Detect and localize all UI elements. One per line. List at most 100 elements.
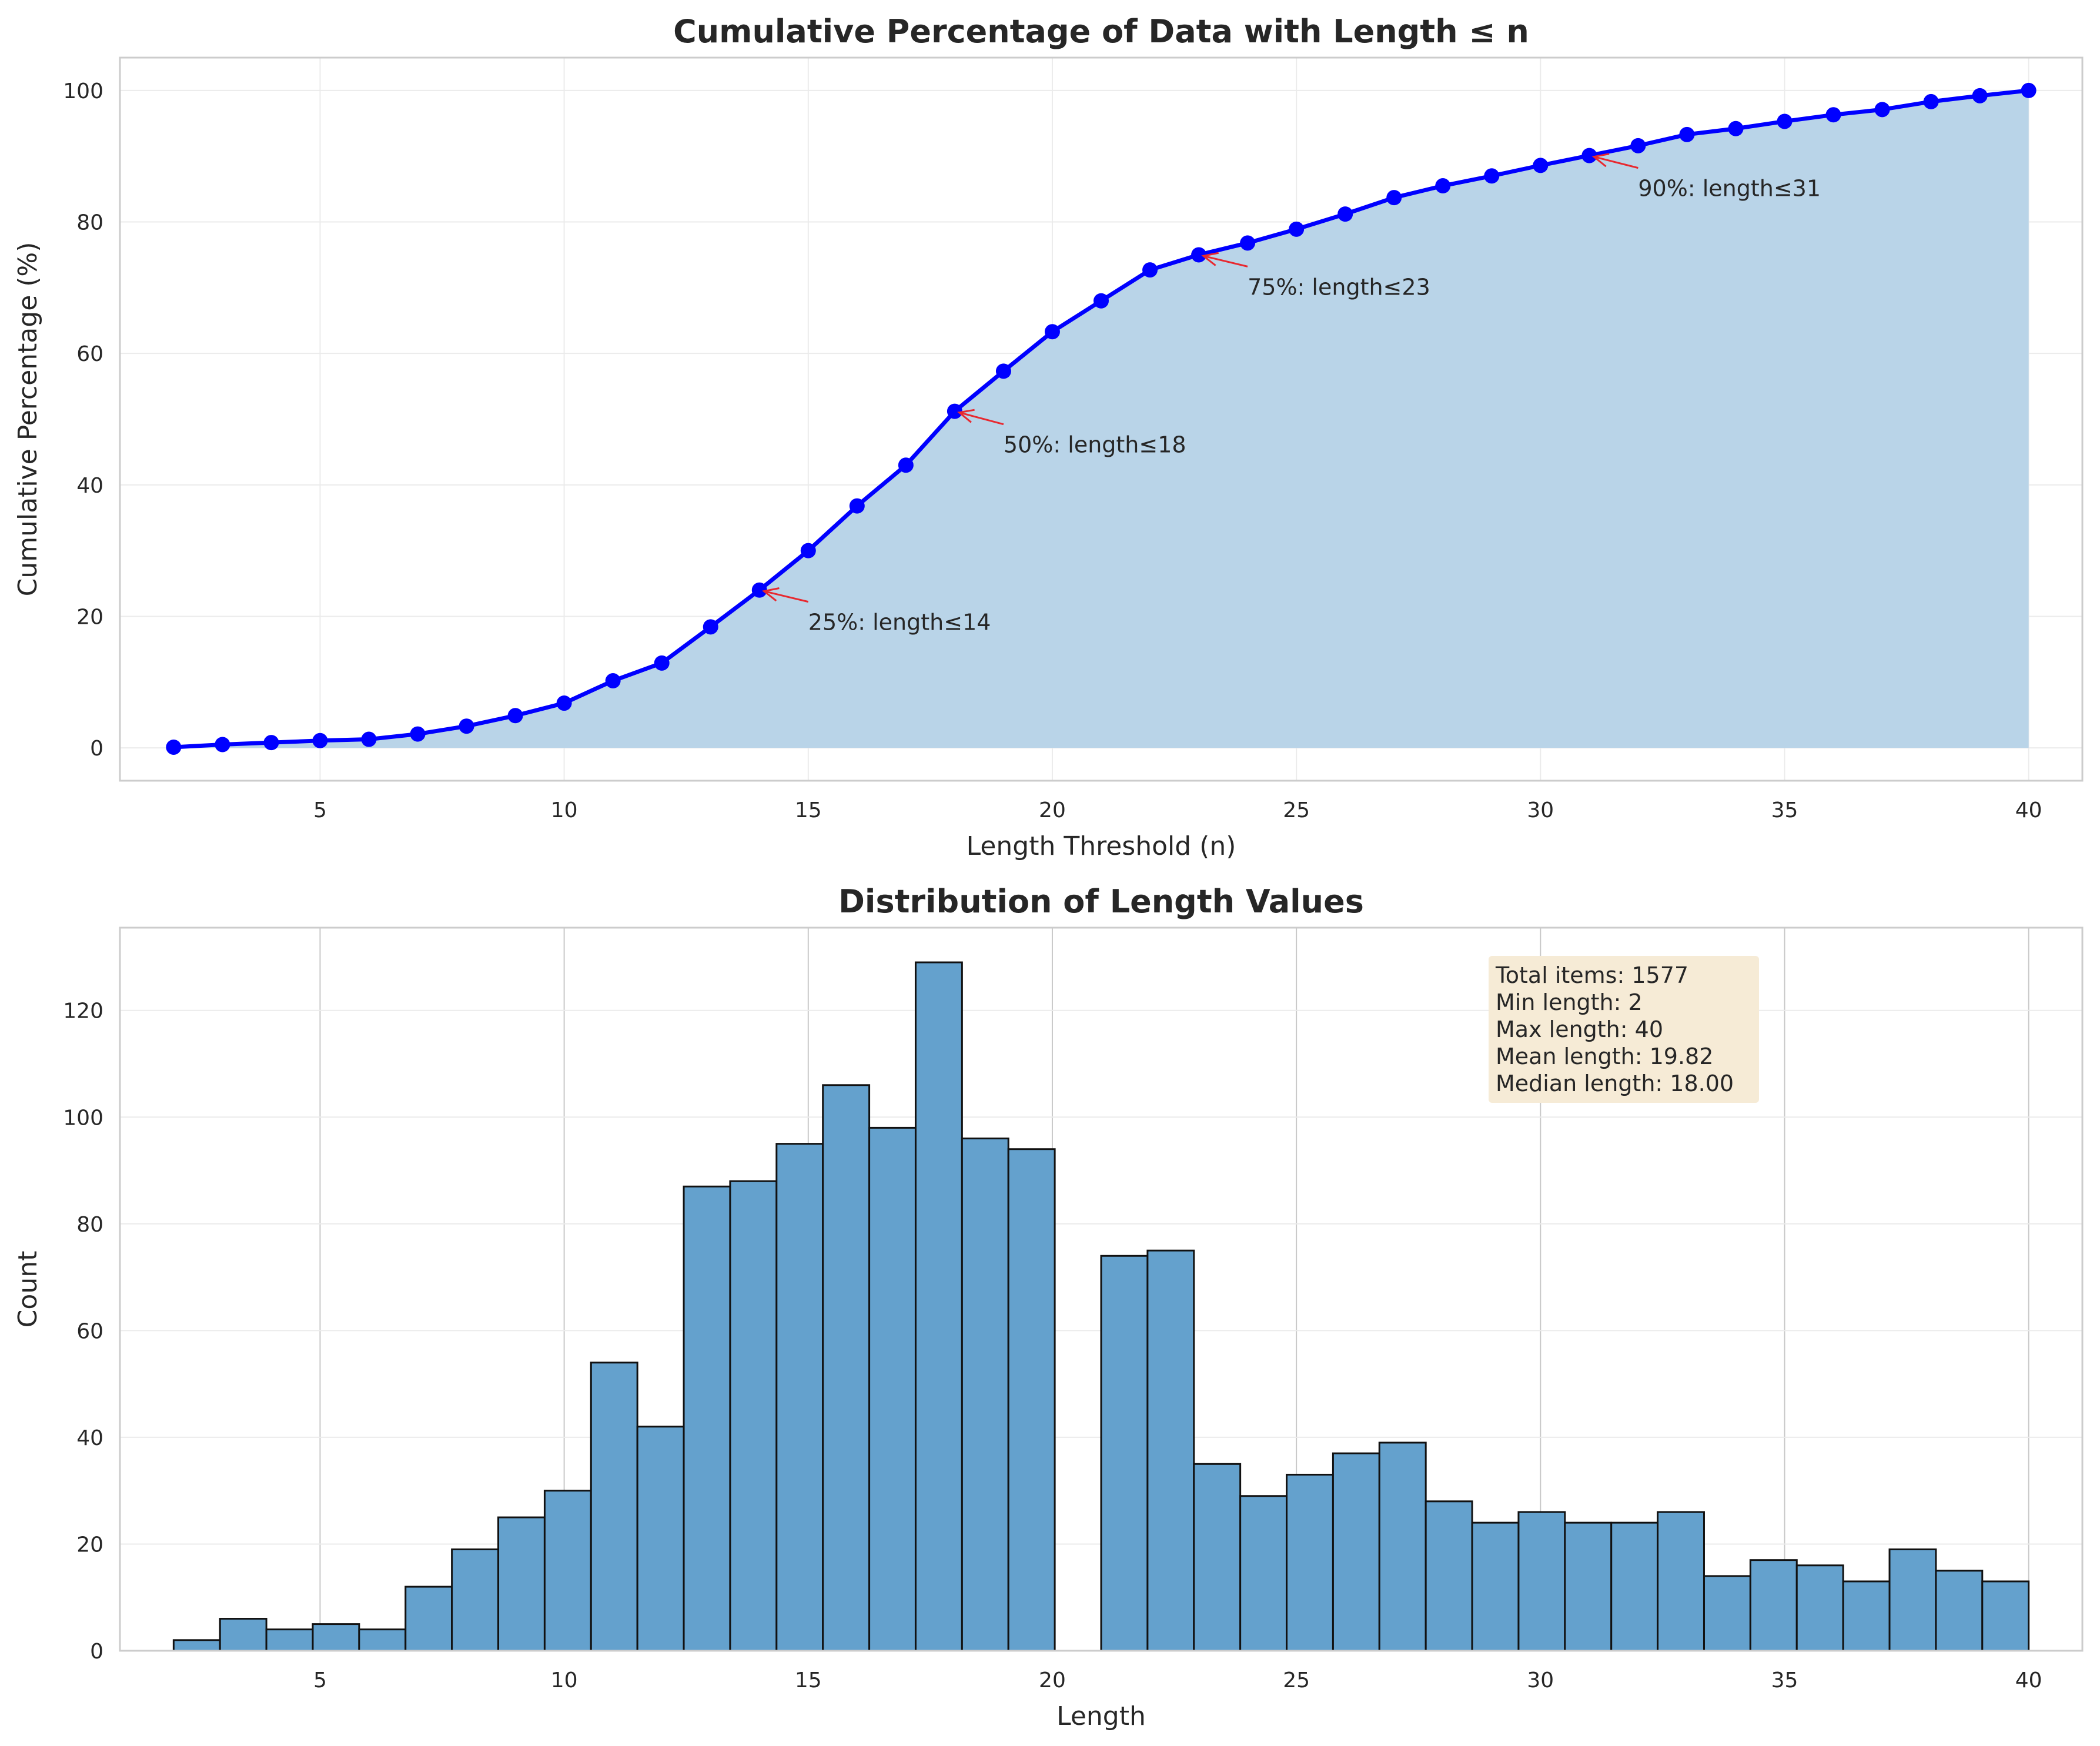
cumulative-point (1094, 293, 1109, 309)
cumulative-point (263, 735, 279, 751)
histogram-bar (1842, 1580, 1891, 1652)
histogram-bar (358, 1628, 407, 1652)
hist-y-tick-label: 120 (63, 999, 103, 1023)
cdf-y-tick-label: 20 (76, 605, 103, 629)
cumulative-point (1728, 121, 1744, 136)
annotation-arrowhead (762, 587, 780, 602)
histogram-bar (1749, 1559, 1798, 1652)
cdf-y-tick-label: 80 (76, 211, 103, 235)
cdf-x-tick-label: 35 (1771, 798, 1798, 822)
histogram-y-axis-label: Count (13, 1251, 43, 1328)
cumulative-points (166, 82, 2037, 755)
stats-max-length: Max length: 40 (1496, 1016, 1663, 1042)
hist-y-tick-label: 40 (76, 1426, 103, 1450)
hist-x-tick-label: 35 (1771, 1668, 1798, 1693)
cumulative-point (459, 718, 474, 734)
hist-x-tick-label: 5 (313, 1668, 327, 1693)
cumulative-chart: 25%: length≤14 50%: length≤18 75%: length≤… (13, 13, 2084, 861)
histogram-chart-title: Distribution of Length Values (838, 883, 1364, 920)
cdf-x-tick-label: 30 (1527, 798, 1554, 822)
histogram-bar (1471, 1521, 1520, 1652)
hist-y-tick-label: 20 (76, 1533, 103, 1557)
percentile-annotation-label: 50%: length≤18 (1004, 432, 1186, 458)
histogram-bar (1610, 1521, 1659, 1652)
stats-box: Total items: 1577 Min length: 2 Max leng… (1489, 956, 1759, 1103)
cumulative-point (361, 731, 377, 747)
cumulative-point (215, 737, 230, 752)
histogram-y-ticks: 0 20 40 60 80 100 120 (63, 999, 103, 1664)
histogram-bar (590, 1362, 638, 1652)
cumulative-point (1386, 190, 1402, 206)
cumulative-point (800, 543, 816, 558)
cumulative-point (654, 655, 670, 671)
annotation-arrow (1203, 255, 1248, 267)
histogram-bar (636, 1426, 685, 1652)
cumulative-point (1044, 324, 1060, 340)
cumulative-point (1435, 178, 1451, 194)
histogram-bar (497, 1516, 546, 1652)
hist-x-tick-label: 20 (1039, 1668, 1066, 1693)
histogram-bar (1888, 1548, 1937, 1652)
hist-x-tick-label: 40 (2015, 1668, 2042, 1693)
cdf-y-tick-label: 100 (63, 79, 103, 103)
cumulative-area-fill (173, 90, 2029, 748)
cdf-x-tick-label: 15 (795, 798, 822, 822)
cumulative-point (1337, 206, 1353, 222)
stats-mean-length: Mean length: 19.82 (1496, 1043, 1713, 1069)
histogram-bar (312, 1623, 360, 1652)
histogram-bar (1657, 1511, 1705, 1652)
cumulative-point (1630, 138, 1646, 153)
cumulative-point (898, 457, 914, 473)
hist-x-tick-label: 25 (1283, 1668, 1310, 1693)
annotation-arrow (959, 412, 1004, 426)
hist-x-tick-label: 15 (795, 1668, 822, 1693)
cumulative-point (1533, 158, 1549, 173)
cumulative-point (1825, 107, 1841, 123)
cumulative-y-ticks: 0 20 40 60 80 100 (63, 79, 103, 761)
cumulative-point (1484, 168, 1500, 184)
histogram-chart: Total items: 1577 Min length: 2 Max leng… (13, 883, 2084, 1731)
histogram-bar (265, 1628, 314, 1652)
cdf-x-tick-label: 20 (1039, 798, 1066, 822)
histogram-bar (451, 1548, 500, 1652)
histogram-bar (961, 1138, 1009, 1652)
stats-median-length: Median length: 18.00 (1496, 1071, 1734, 1096)
histogram-bar (1935, 1570, 1984, 1652)
histogram-bar (822, 1084, 871, 1652)
hist-y-tick-label: 80 (76, 1213, 103, 1237)
cumulative-point (947, 403, 962, 419)
cdf-x-tick-label: 10 (551, 798, 578, 822)
annotation-arrowhead (1201, 252, 1219, 266)
histogram-bar (1193, 1463, 1242, 1652)
histogram-bar (1007, 1148, 1056, 1652)
percentile-annotation-label: 25%: length≤14 (808, 610, 991, 635)
histogram-bar (1703, 1575, 1751, 1652)
histogram-bar (683, 1185, 731, 1652)
histogram-bar (775, 1143, 824, 1652)
percentile-annotation-label: 75%: length≤23 (1248, 274, 1430, 300)
cumulative-point (1240, 235, 1256, 251)
histogram-bar (1981, 1580, 2030, 1652)
cumulative-point (1191, 247, 1207, 263)
annotation-arrowhead (1591, 153, 1610, 168)
cumulative-point (1679, 126, 1695, 142)
cumulative-point (166, 739, 182, 755)
cdf-y-tick-label: 60 (76, 342, 103, 366)
cumulative-point (507, 708, 523, 724)
stats-min-length: Min length: 2 (1496, 989, 1643, 1015)
cumulative-point (605, 673, 621, 689)
cumulative-point (2021, 82, 2037, 98)
hist-x-tick-label: 30 (1527, 1668, 1554, 1693)
cumulative-x-ticks: 5 10 15 20 25 30 35 40 (313, 798, 2042, 822)
cumulative-point (312, 732, 328, 748)
histogram-bar (1795, 1564, 1844, 1652)
cdf-y-tick-label: 0 (90, 737, 103, 761)
histogram-x-ticks: 5 10 15 20 25 30 35 40 (313, 1668, 2042, 1693)
histogram-bar (1517, 1511, 1566, 1652)
stats-total-items: Total items: 1577 (1495, 962, 1688, 988)
cumulative-point (1289, 221, 1305, 237)
percentile-annotations: 25%: length≤14 50%: length≤18 75%: length≤… (762, 153, 1821, 635)
histogram-bar (868, 1126, 917, 1652)
annotation-arrow (764, 590, 809, 603)
